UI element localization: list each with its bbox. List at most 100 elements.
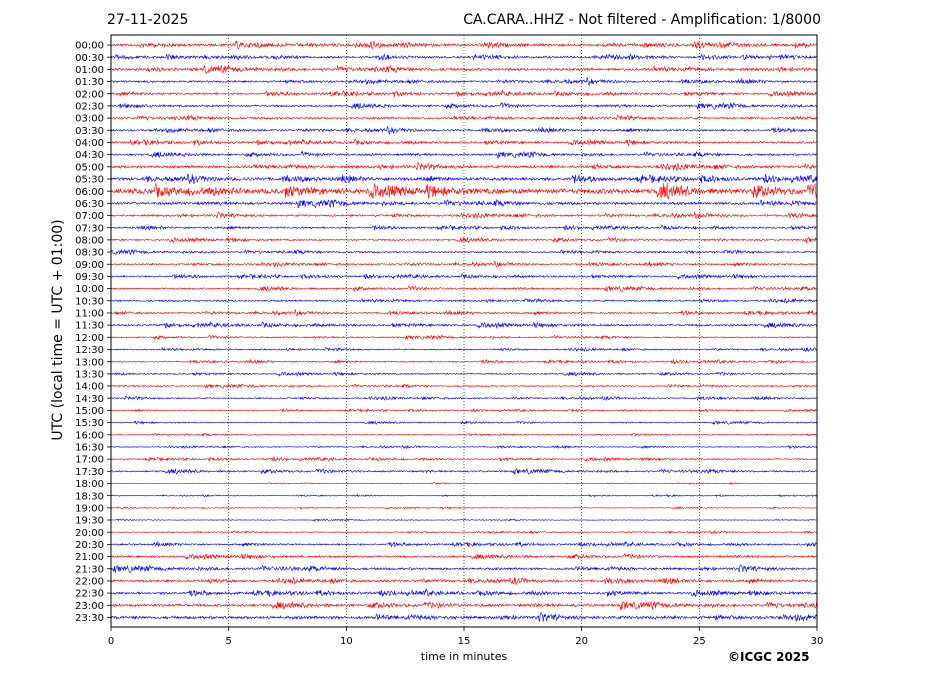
x-tick-label: 20 [575,636,588,647]
y-tick-label: 01:00 [75,65,104,76]
y-tick-label: 05:00 [75,162,104,173]
x-axis-label: time in minutes [421,650,508,663]
trace-0330 [110,125,818,136]
y-tick-label: 00:30 [75,53,104,64]
y-tick-label: 04:30 [75,150,104,161]
trace-2100 [110,553,818,560]
y-tick-label: 17:30 [75,467,104,478]
y-tick-label: 09:30 [75,272,104,283]
trace-0800 [110,236,818,244]
y-tick-label: 05:30 [75,175,104,186]
trace-1000 [110,285,818,292]
x-tick-label: 15 [458,636,471,647]
y-tick-label: 07:30 [75,223,104,234]
y-tick-label: 22:00 [75,577,104,588]
trace-0130 [110,76,818,87]
y-tick-label: 20:00 [75,528,104,539]
trace-1800 [110,482,818,485]
y-tick-label: 06:30 [75,199,104,210]
trace-1900 [110,506,818,510]
trace-1830 [110,493,818,498]
trace-1530 [110,420,818,425]
y-tick-label: 08:30 [75,248,104,259]
trace-1730 [110,468,818,475]
trace-0900 [110,259,818,268]
header-date: 27-11-2025 [107,12,189,28]
y-tick-label: 06:00 [75,187,104,198]
trace-1330 [110,371,818,378]
trace-0400 [110,139,818,147]
trace-0500 [110,161,818,171]
trace-0530 [110,173,818,185]
x-tick-label: 25 [693,636,706,647]
x-tick-label: 30 [811,636,824,647]
trace-2200 [110,576,818,586]
x-tick-label: 5 [225,636,231,647]
y-tick-label: 18:30 [75,491,104,502]
y-tick-label: 14:30 [75,394,104,405]
trace-2000 [110,530,818,535]
y-tick-label: 20:30 [75,540,104,551]
y-tick-label: 15:00 [75,406,104,417]
trace-1300 [110,358,818,365]
trace-0030 [110,53,818,62]
y-tick-label: 21:30 [75,564,104,575]
trace-2230 [110,588,818,598]
y-tick-label: 10:00 [75,284,104,295]
seismic-traces [110,40,818,623]
y-tick-label: 16:30 [75,443,104,454]
trace-2300 [110,600,818,611]
plot-frame [110,34,818,628]
grid-lines [228,35,700,627]
trace-0430 [110,150,818,159]
trace-1030 [110,297,818,304]
y-tick-label: 10:30 [75,296,104,307]
y-tick-label: 02:00 [75,89,104,100]
y-tick-label: 14:00 [75,382,104,393]
y-tick-label: 11:30 [75,321,104,332]
x-tick-labels: 0 5 10 15 20 25 30 [108,627,824,647]
trace-0300 [110,114,818,121]
trace-0000 [110,40,818,50]
trace-1200 [110,334,818,341]
trace-2130 [110,564,818,574]
y-tick-label: 09:00 [75,260,104,271]
y-tick-label: 11:00 [75,309,104,320]
y-tick-label: 12:30 [75,345,104,356]
trace-1130 [110,321,818,329]
y-tick-label: 12:00 [75,333,104,344]
y-tick-label: 21:00 [75,552,104,563]
y-tick-label: 19:00 [75,503,104,514]
trace-1700 [110,456,818,462]
y-tick-label: 19:30 [75,516,104,527]
copyright-label: ©ICGC 2025 [728,650,810,664]
trace-1400 [110,383,818,389]
trace-0600 [110,182,818,200]
y-tick-label: 04:00 [75,138,104,149]
y-tick-label: 16:00 [75,430,104,441]
y-tick-label: 03:00 [75,114,104,125]
y-tick-label: 17:00 [75,455,104,466]
trace-2330 [110,611,818,623]
trace-1500 [110,407,818,413]
trace-1930 [110,518,818,522]
trace-1630 [110,444,818,450]
trace-1430 [110,395,818,402]
y-tick-label: 13:30 [75,369,104,380]
header-station-title: CA.CARA..HHZ - Not filtered - Amplificat… [463,12,821,28]
y-tick-label: 15:30 [75,418,104,429]
trace-1100 [110,308,818,317]
trace-0730 [110,224,818,232]
x-tick-label: 0 [108,636,114,647]
trace-2030 [110,541,818,548]
y-tick-label: 01:30 [75,77,104,88]
x-tick-label: 10 [340,636,353,647]
y-tick-label: 22:30 [75,589,104,600]
trace-1600 [110,432,818,437]
trace-0830 [110,248,818,256]
y-tick-label: 02:30 [75,102,104,113]
y-tick-label: 23:30 [75,613,104,624]
trace-0100 [110,64,818,75]
